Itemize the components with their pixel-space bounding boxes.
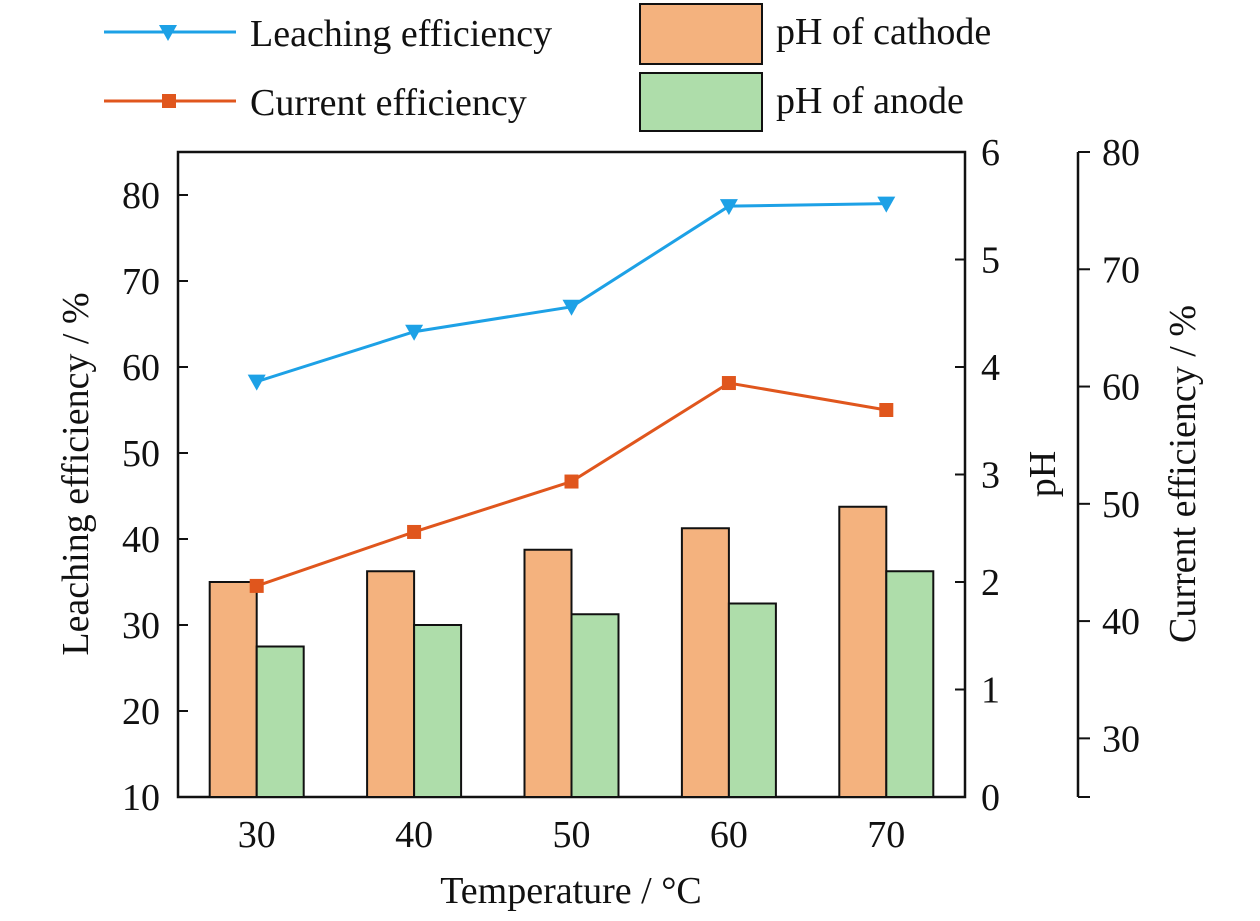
bar-cathode (838, 505, 888, 798)
current-tick-label: 40 (1102, 601, 1140, 643)
bar-anode (413, 624, 463, 798)
ph-tick-label: 0 (981, 777, 1000, 819)
bar-anode (727, 602, 777, 798)
current-efficiency-point (249, 578, 264, 593)
legend-cathode-swatch (639, 3, 763, 65)
left-axis-title: Leaching efficiency / % (55, 292, 97, 655)
leaching-efficiency-point (877, 196, 896, 213)
current-tick-label: 70 (1102, 249, 1140, 291)
bar-anode (255, 645, 305, 798)
left-tick-label: 50 (122, 433, 160, 475)
bar-cathode (208, 581, 258, 798)
bars-layer (208, 505, 935, 798)
current-efficiency-point (879, 403, 894, 417)
ph-tick-label: 1 (981, 670, 1000, 712)
legend: Leaching efficiency Current efficiency p… (104, 3, 991, 132)
bar-cathode (680, 527, 730, 798)
ph-tick-label: 6 (981, 132, 1000, 174)
ph-tick-label: 3 (981, 455, 1000, 497)
legend-leaching-label: Leaching efficiency (250, 13, 552, 55)
legend-current-marker (162, 94, 176, 108)
x-tick-label: 30 (238, 814, 276, 856)
current-efficiency-point (721, 376, 736, 391)
ph-tick-label: 4 (981, 347, 1000, 389)
left-tick-label: 70 (122, 261, 160, 303)
leaching-efficiency-point (405, 324, 424, 341)
left-tick-label: 40 (122, 519, 160, 561)
leaching-efficiency-line (256, 202, 887, 384)
x-tick-label: 40 (395, 814, 433, 856)
left-tick-label: 20 (122, 691, 160, 733)
legend-anode-swatch (639, 72, 763, 132)
leaching-efficiency-point (719, 199, 738, 216)
ph-axis-title: pH (1022, 451, 1064, 497)
legend-cathode-label: pH of cathode (776, 11, 991, 53)
current-tick-label: 60 (1102, 367, 1140, 409)
bar-cathode (366, 570, 416, 798)
current-efficiency-axis-title: Current efficiency / % (1162, 305, 1204, 643)
ticks-layer: 30 40 50 60 70 10 20 30 40 50 60 70 80 0 1 2 3 4 5 6 30 40 50 6… (122, 132, 1140, 856)
left-tick-label: 60 (122, 347, 160, 389)
left-tick-label: 30 (122, 605, 160, 647)
current-tick-label: 50 (1102, 484, 1140, 526)
legend-current-label: Current efficiency (250, 82, 527, 124)
left-tick-label: 10 (122, 777, 160, 819)
x-tick-label: 70 (867, 814, 905, 856)
current-efficiency-point (564, 474, 579, 489)
legend-leaching-marker (159, 25, 177, 41)
x-tick-label: 60 (710, 814, 748, 856)
ph-tick-label: 5 (981, 240, 1000, 282)
ph-tick-label: 2 (981, 562, 1000, 604)
legend-anode-label: pH of anode (776, 80, 964, 122)
leaching-efficiency-point (562, 299, 581, 316)
current-tick-label: 30 (1102, 718, 1140, 760)
x-axis-title: Temperature / °C (440, 870, 702, 912)
left-tick-label: 80 (122, 175, 160, 217)
lines-layer (247, 196, 896, 593)
current-tick-label: 80 (1102, 132, 1140, 174)
bar-anode (885, 570, 935, 798)
bar-cathode (523, 548, 573, 798)
leaching-efficiency-point (247, 374, 266, 391)
bar-anode (570, 613, 620, 798)
current-efficiency-point (407, 524, 422, 539)
x-tick-label: 50 (553, 814, 591, 856)
